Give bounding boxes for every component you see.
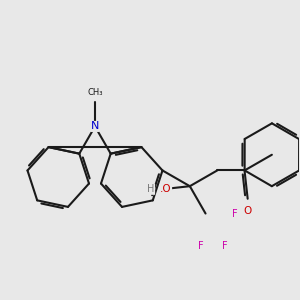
Text: CH₃: CH₃ xyxy=(87,88,103,97)
Text: O: O xyxy=(244,206,252,216)
Text: F: F xyxy=(222,241,227,251)
Text: F: F xyxy=(232,208,238,218)
Text: N: N xyxy=(91,122,99,131)
Text: F: F xyxy=(198,241,204,251)
Text: H: H xyxy=(147,184,155,194)
Text: .O: .O xyxy=(160,184,172,194)
